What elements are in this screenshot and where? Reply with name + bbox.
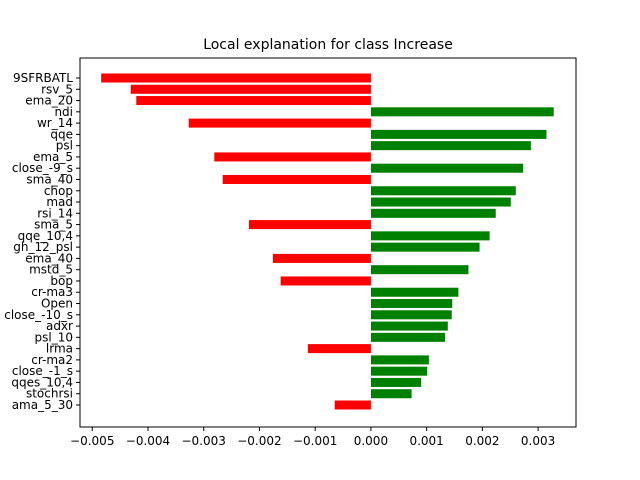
- x-tick-label-6: 0.001: [409, 434, 443, 448]
- x-tick-label-7: 0.002: [465, 434, 499, 448]
- bar-14: [370, 231, 490, 241]
- bar-25: [370, 355, 429, 365]
- y-tick-label-29: ama_5_30: [12, 398, 73, 412]
- x-tick-label-0: −0.005: [70, 434, 114, 448]
- bar-15: [370, 242, 480, 252]
- y-tick-label-8: close_-9_s: [12, 161, 73, 175]
- x-tick-label-3: −0.002: [237, 434, 281, 448]
- y-tick-label-22: adxr: [46, 319, 73, 333]
- x-tick-label-2: −0.003: [182, 434, 226, 448]
- y-tick-label-20: Open: [41, 297, 73, 311]
- bar-3: [370, 107, 554, 117]
- y-tick-label-6: psl: [56, 139, 73, 153]
- y-tick-label-7: ema_5: [33, 150, 73, 164]
- y-tick-label-18: bop: [50, 274, 73, 288]
- bar-24: [307, 344, 371, 354]
- bar-9: [222, 174, 371, 184]
- bar-23: [370, 332, 446, 342]
- bar-11: [370, 197, 511, 207]
- y-tick-label-19: cr-ma3: [31, 285, 73, 299]
- bar-16: [272, 253, 371, 263]
- y-tick-label-28: stochrsi: [26, 387, 73, 401]
- bar-27: [370, 377, 422, 387]
- bar-20: [370, 299, 453, 309]
- y-tick-label-3: ndi: [54, 105, 73, 119]
- bar-10: [370, 186, 516, 196]
- bar-8: [370, 163, 524, 173]
- y-tick-label-2: ema_20: [25, 94, 73, 108]
- y-tick-label-17: mstd_5: [29, 263, 73, 277]
- x-tick-label-4: −0.001: [293, 434, 337, 448]
- bar-2: [136, 96, 371, 106]
- bar-21: [370, 310, 452, 320]
- bar-1: [130, 84, 371, 94]
- bar-28: [370, 389, 412, 399]
- y-tick-label-21: close_-10_s: [4, 308, 73, 322]
- y-tick-label-1: rsv_5: [41, 82, 73, 96]
- bars-group: [101, 73, 554, 410]
- chart-title: Local explanation for class Increase: [203, 37, 453, 53]
- bar-17: [370, 265, 469, 275]
- x-tick-label-1: −0.004: [126, 434, 170, 448]
- y-tick-label-25: cr-ma2: [31, 353, 73, 367]
- y-tick-label-10: chop: [44, 184, 73, 198]
- y-tick-label-4: wr_14: [37, 116, 73, 130]
- bar-7: [214, 152, 371, 162]
- y-tick-label-26: close_-1_s: [12, 364, 73, 378]
- y-tick-label-23: psl_10: [35, 330, 73, 344]
- y-tick-label-9: sma_40: [26, 172, 73, 186]
- y-tick-label-27: qqes_10,4: [11, 375, 73, 389]
- y-tick-label-15: gh_12_psl: [13, 240, 73, 254]
- y-tick-label-12: rsi_14: [37, 206, 73, 220]
- bar-22: [370, 321, 448, 331]
- y-tick-label-14: qqe_10,4: [18, 229, 73, 243]
- y-tick-label-13: sma_5: [34, 218, 73, 232]
- y-tick-label-5: qqe: [50, 127, 73, 141]
- bar-4: [188, 118, 371, 128]
- bar-5: [370, 129, 547, 139]
- y-axis-ticks: 9SFRBATLrsv_5ema_20ndiwr_14qqepslema_5cl…: [4, 71, 80, 412]
- x-tick-label-5: 0.000: [354, 434, 388, 448]
- bar-0: [101, 73, 371, 83]
- x-tick-label-8: 0.003: [521, 434, 555, 448]
- bar-29: [334, 400, 371, 410]
- y-tick-label-0: 9SFRBATL: [13, 71, 73, 85]
- bar-18: [280, 276, 371, 286]
- y-tick-label-11: mad: [46, 195, 73, 209]
- bar-12: [370, 208, 496, 218]
- y-tick-label-16: ema_40: [25, 251, 73, 265]
- bar-26: [370, 366, 428, 376]
- plot-frame: [79, 57, 577, 428]
- y-tick-label-24: lrma: [46, 342, 73, 356]
- bar-6: [370, 141, 531, 151]
- x-axis-ticks: −0.005 −0.004 −0.003 −0.002 −0.001 0.000 0.001…: [70, 427, 555, 448]
- bar-13: [248, 220, 371, 230]
- bar-19: [370, 287, 459, 297]
